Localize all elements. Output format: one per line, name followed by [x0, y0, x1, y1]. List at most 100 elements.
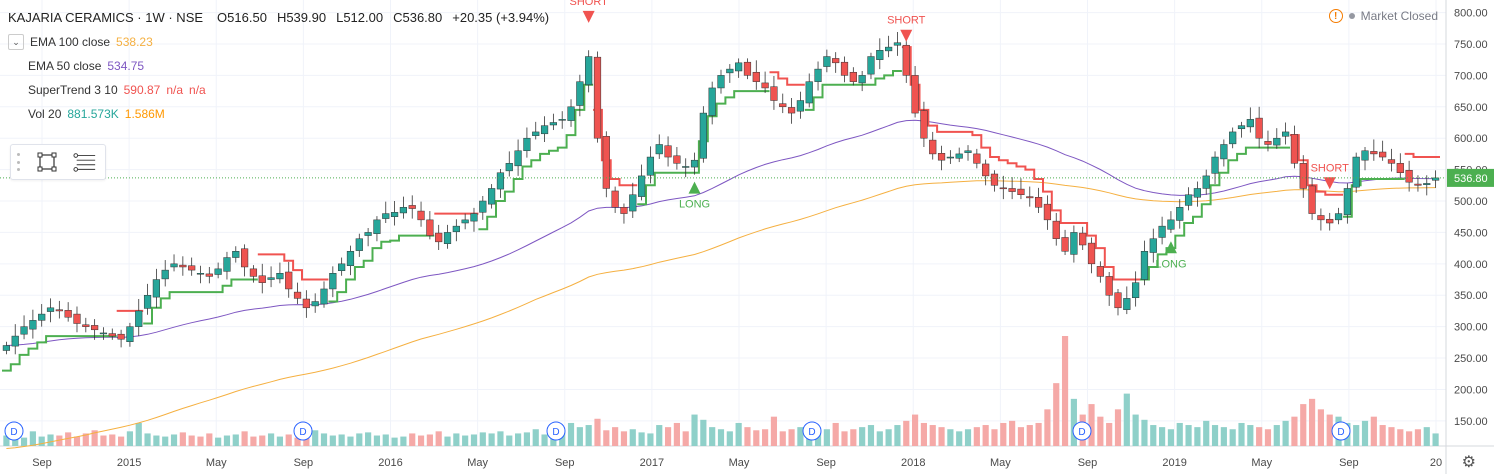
- collapse-legend-button[interactable]: ⌄: [8, 34, 24, 50]
- long-label: LONG: [679, 199, 710, 211]
- volume-bar: [656, 425, 663, 446]
- last-price-tag: [1447, 168, 1494, 187]
- volume-bar: [770, 416, 778, 446]
- warning-icon[interactable]: !: [1328, 9, 1343, 23]
- candle-body: [867, 56, 875, 75]
- indicator-row-ema50[interactable]: EMA 50 close 534.75: [8, 54, 549, 78]
- indicator-row-supertrend[interactable]: SuperTrend 3 10 590.87 n/a n/a: [8, 78, 549, 102]
- y-tick-label: 800.00: [1454, 8, 1488, 20]
- candle-body: [11, 335, 19, 347]
- volume-bar: [1061, 336, 1069, 446]
- volume-bar: [267, 433, 275, 446]
- candle-body: [1096, 266, 1104, 277]
- volume-bar: [709, 427, 716, 446]
- volume-bar: [1159, 427, 1166, 446]
- candle-body: [143, 294, 152, 309]
- candle-body: [329, 273, 337, 290]
- lines-tool-icon[interactable]: [73, 150, 97, 174]
- indicator-value: 590.87: [123, 83, 161, 97]
- indicator-value: 881.573K: [67, 107, 119, 121]
- x-tick-label: Sep: [1078, 457, 1098, 469]
- x-tick-label: Sep: [1339, 457, 1359, 469]
- candle-body: [311, 301, 319, 307]
- volume-bar: [409, 433, 416, 446]
- volume-bar: [964, 429, 972, 446]
- volume-bar: [153, 435, 160, 446]
- candle-body: [717, 75, 725, 89]
- candle-body: [1158, 225, 1166, 238]
- x-tick-label: May: [729, 457, 750, 469]
- volume-bar: [338, 434, 345, 446]
- supertrend-up-line: [328, 234, 435, 303]
- supertrend-down-line: [1404, 152, 1440, 158]
- candle-body: [496, 172, 505, 190]
- supertrend-up-line: [143, 278, 258, 325]
- candle-body: [1123, 298, 1131, 310]
- candle-body: [655, 144, 663, 155]
- high-label: H: [276, 10, 287, 25]
- long-arrow-icon: [1164, 241, 1177, 254]
- candle-body: [1370, 151, 1378, 155]
- candle-body: [223, 257, 231, 272]
- indicator-row-volume[interactable]: Vol 20 881.573K 1.586M: [8, 102, 549, 126]
- indicator-name: Vol 20: [28, 107, 62, 121]
- candle-body: [1237, 125, 1246, 130]
- volume-bar: [497, 431, 504, 446]
- candle-body: [690, 159, 699, 168]
- volume-bar: [1414, 429, 1422, 446]
- volume-bar: [1388, 427, 1395, 446]
- rectangle-tool-icon[interactable]: [35, 150, 59, 174]
- candle-body: [849, 71, 857, 82]
- candle-body: [170, 263, 178, 268]
- candle-body: [735, 62, 743, 72]
- drag-handle[interactable]: [17, 153, 21, 171]
- volume-bar: [841, 431, 848, 446]
- low-label: L: [336, 10, 344, 25]
- candle-body: [249, 268, 258, 277]
- symbol-title[interactable]: KAJARIA CERAMICS · 1W · NSE: [8, 10, 204, 25]
- volume-bar: [215, 437, 222, 446]
- candle-body: [549, 122, 557, 126]
- dividend-marker-label: D: [10, 427, 17, 438]
- candles: [2, 32, 1440, 355]
- volume-bar: [126, 431, 134, 446]
- volume-bar: [620, 431, 628, 446]
- candle-body: [20, 326, 28, 335]
- candle-body: [1176, 207, 1184, 221]
- market-status: ! Market Closed: [1328, 9, 1438, 23]
- y-tick-label: 350.00: [1454, 290, 1488, 302]
- volume-bar: [118, 436, 125, 446]
- candle-body: [364, 232, 372, 236]
- volume-bar: [56, 435, 63, 446]
- indicator-name: EMA 50 close: [28, 59, 102, 73]
- dividend-marker-icon: [802, 421, 822, 441]
- supertrend-up-line: [637, 90, 770, 206]
- volume-bar: [1097, 416, 1104, 446]
- candle-body: [1387, 159, 1396, 164]
- close-value: 536.80: [402, 10, 443, 25]
- supertrend-down-line: [769, 71, 805, 86]
- candle-body: [567, 106, 575, 121]
- volume-bar: [188, 435, 195, 446]
- volume-bar: [82, 433, 89, 446]
- volume-bar: [1317, 409, 1324, 446]
- short-arrow-icon: [1323, 177, 1336, 190]
- supertrend-up-line: [478, 83, 594, 231]
- candle-body: [1070, 232, 1078, 255]
- candle-body: [1431, 177, 1440, 181]
- volume-bar: [29, 431, 36, 446]
- volume-bar: [867, 425, 875, 446]
- y-tick-label: 600.00: [1454, 133, 1488, 145]
- gear-icon[interactable]: ⚙: [1461, 454, 1476, 471]
- candle-body: [390, 212, 399, 217]
- volume-bar: [797, 427, 804, 446]
- candle-body: [620, 207, 628, 214]
- volume-bar: [541, 434, 548, 446]
- y-tick-label: 500.00: [1454, 196, 1488, 208]
- indicator-row-ema100[interactable]: ⌄ EMA 100 close 538.23: [8, 30, 549, 54]
- volume-bar: [700, 419, 707, 446]
- candle-body: [1379, 151, 1387, 158]
- candle-body: [293, 291, 302, 299]
- dividend-marker-label: D: [808, 427, 815, 438]
